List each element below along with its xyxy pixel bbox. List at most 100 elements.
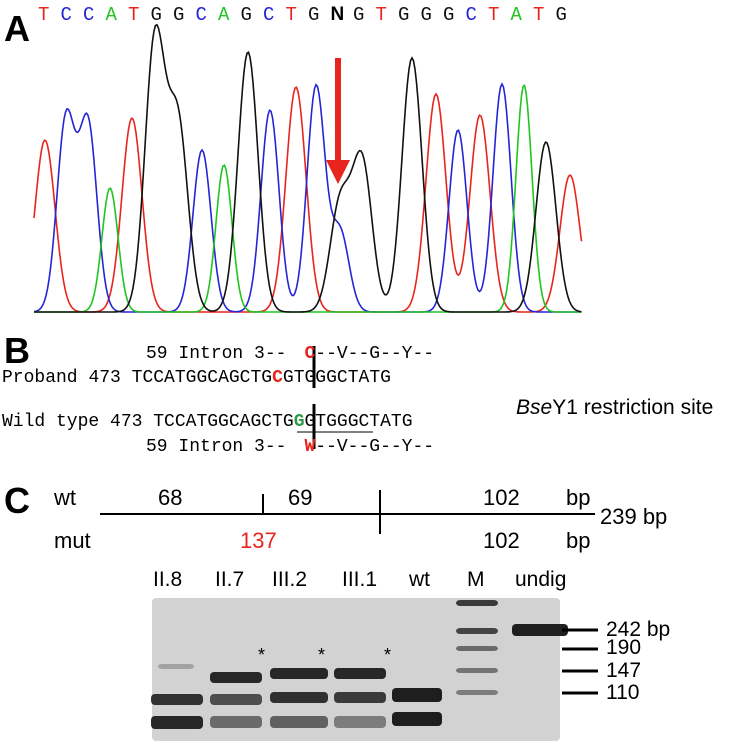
band-asterisk-iii1: * (384, 645, 392, 665)
lane-label-ii8: II.8 (153, 568, 183, 591)
map-wt-fragment-1: 68 (158, 485, 183, 510)
sequence-base: G (443, 4, 455, 26)
restriction-enzyme-rest: Y1 restriction site (552, 396, 714, 419)
gel-band (151, 694, 203, 705)
map-mut-unit: bp (566, 528, 591, 553)
wildtype-number: 473 (110, 412, 143, 432)
wildtype-seq-normal: G (293, 412, 305, 432)
sequence-base: T (285, 4, 297, 26)
ladder-label-242: 242 bp (606, 618, 671, 641)
proband-protein-rest: --V--G--Y-- (315, 344, 435, 364)
wildtype-protein-number: 59 (146, 437, 168, 457)
proband-seq-a: TCCATGGCAGCTG (131, 368, 273, 388)
sequence-base: G (150, 4, 162, 26)
sequence-base: C (60, 4, 72, 26)
sequence-base: G (555, 4, 567, 26)
sequence-base: G (353, 4, 365, 26)
sequence-base: T (375, 4, 387, 26)
sequence-base: A (218, 4, 230, 26)
gel-band (270, 716, 328, 728)
map-wt-label: wt (54, 485, 76, 510)
proband-label: Proband (2, 368, 78, 388)
chromatogram-traces (33, 23, 583, 313)
gel-band (512, 624, 568, 636)
sequence-base: G (240, 4, 252, 26)
gel-band (158, 664, 194, 669)
gel-band (210, 672, 262, 683)
gel-band (334, 692, 386, 703)
panel-label-a: A (4, 8, 30, 49)
proband-seq-mutant: C (272, 368, 283, 388)
band-asterisk-iii2: * (318, 645, 326, 665)
ladder-label-147: 147 (606, 659, 642, 682)
proband-protein-intron: Intron 3-- (178, 344, 287, 364)
lane-label-ii7: II.7 (215, 568, 245, 591)
map-wt-unit: bp (566, 485, 591, 510)
sequence-base: C (465, 4, 477, 26)
mutation-arrow (326, 58, 350, 184)
sequence-base: C (195, 4, 207, 26)
sequence-base: A (510, 4, 522, 26)
proband-number: 473 (88, 368, 121, 388)
wildtype-seq-b: GTGGGCTATG (304, 412, 413, 432)
wildtype-protein-intron: Intron 3-- (178, 437, 287, 457)
map-mut-label: mut (54, 528, 91, 553)
map-mut-fragment-2: 102 (483, 528, 520, 553)
gel-band (456, 628, 498, 634)
lane-label-iii1: III.1 (342, 568, 378, 591)
wildtype-protein-rest: --V--G--Y-- (315, 437, 435, 457)
ladder-label-190: 190 (606, 636, 642, 659)
restriction-site-label: BseY1 restriction site (516, 396, 713, 420)
proband-seq-b: GTGGGCTATG (282, 368, 391, 388)
lane-label-wt: wt (409, 568, 430, 591)
lane-label-iii2: III.2 (272, 568, 308, 591)
gel-band (210, 694, 262, 705)
gel-band (334, 716, 386, 728)
gel-band (456, 690, 498, 695)
proband-protein-mutant: C (304, 344, 316, 364)
gel-band (392, 712, 442, 726)
gel-band (210, 716, 262, 728)
gel-band (151, 716, 203, 729)
gel-band (456, 646, 498, 651)
lane-label-undigested: undig (515, 568, 567, 591)
wildtype-protein-row: 59 Intron 3-- W--V--G--Y-- (146, 437, 434, 457)
trace-C (33, 82, 582, 313)
sequence-base: G (308, 4, 320, 26)
wildtype-label: Wild type (2, 412, 100, 432)
proband-protein-number: 59 (146, 344, 168, 364)
proband-sequence-row: Proband 473 TCCATGGCAGCTGCGTGGGCTATG (2, 368, 391, 388)
gel-band (270, 668, 328, 679)
map-wt-fragment-3: 102 (483, 485, 520, 510)
band-asterisk-ii7: * (258, 645, 266, 665)
sequence-base: G (420, 4, 432, 26)
map-total-length: 239 bp (600, 504, 668, 529)
sequence-base: T (128, 4, 140, 26)
sequence-base: C (263, 4, 275, 26)
lane-label-marker: M (467, 568, 485, 591)
wildtype-seq-a: TCCATGGCAGCTG (153, 412, 294, 432)
gel-band (270, 692, 328, 703)
map-wt-fragment-2: 69 (288, 485, 313, 510)
map-mut-fragment-1: 137 (240, 528, 277, 553)
sequence-base: G (398, 4, 410, 26)
sequence-base: G (173, 4, 185, 26)
sequence-base: A (105, 4, 117, 26)
gel-band (392, 688, 442, 702)
sequence-base: T (488, 4, 500, 26)
panel-label-c: C (4, 480, 30, 521)
sequence-base: N (330, 4, 345, 25)
panel-label-b: B (4, 330, 30, 371)
trace-T (33, 86, 583, 313)
sequence-base: C (83, 4, 95, 26)
ladder-label-110: 110 (606, 681, 640, 704)
proband-protein-row: 59 Intron 3-- C--V--G--Y-- (146, 344, 434, 364)
wildtype-sequence-row: Wild type 473 TCCATGGCAGCTGGGTGGGCTATG (2, 412, 413, 432)
sequence-base: T (533, 4, 545, 26)
wildtype-protein-normal: W (304, 437, 316, 457)
trace-G (34, 23, 582, 313)
gel-band (456, 600, 498, 606)
gel-band (456, 668, 498, 673)
gel-image (151, 598, 568, 741)
